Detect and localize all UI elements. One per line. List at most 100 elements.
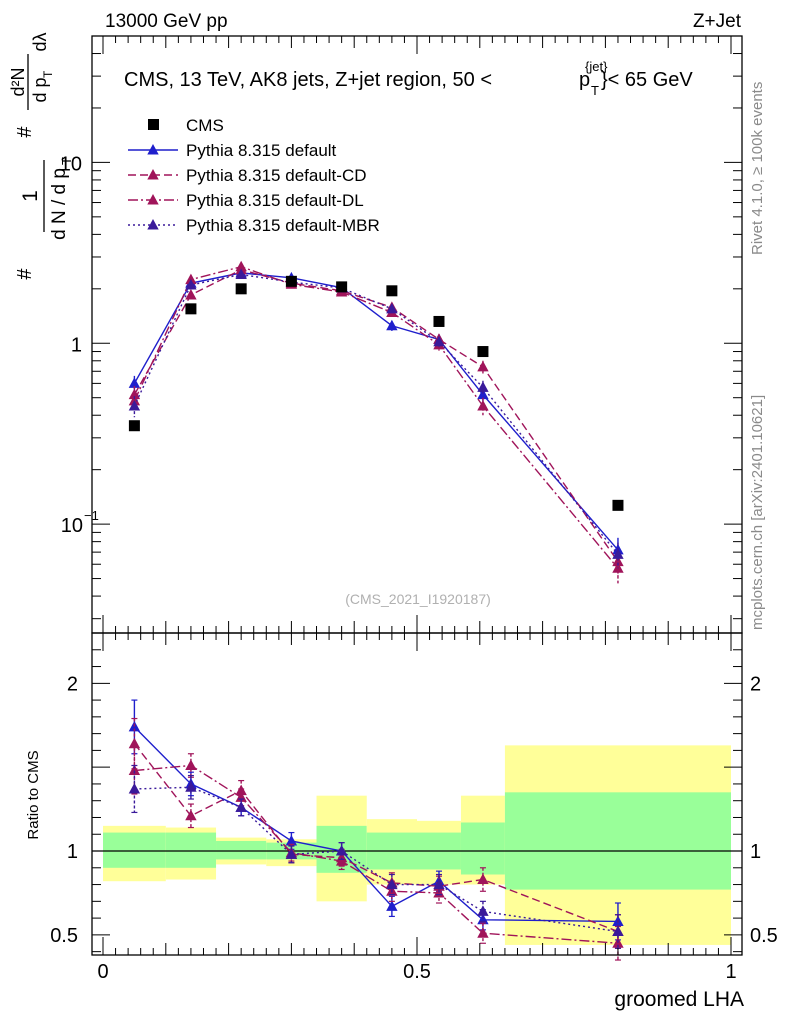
ratio-point — [285, 848, 298, 859]
legend-label: Pythia 8.315 default — [186, 141, 337, 160]
ratio-point — [335, 855, 348, 866]
green-band-bin — [103, 832, 166, 868]
ratio-point — [235, 801, 247, 812]
ylabel-dpt: d p — [30, 77, 50, 102]
x-tick-label: 0.5 — [403, 961, 431, 983]
legend-marker-data — [148, 119, 159, 130]
main-y-tick-label: 10 — [60, 153, 82, 175]
ratio-point — [185, 809, 197, 821]
ylabel-one: 1 — [19, 190, 42, 202]
data-point — [128, 420, 140, 432]
series-line — [133, 273, 619, 555]
series-point — [477, 388, 489, 400]
ratio-point — [128, 782, 141, 794]
series-point — [477, 381, 489, 392]
legend: CMS Pythia 8.315 default Pythia 8.315 defa… — [128, 116, 380, 235]
data-point — [386, 285, 398, 297]
ratio-point — [477, 873, 489, 885]
title-end: }< 65 GeV — [601, 69, 693, 91]
legend-label: Pythia 8.315 default-CD — [186, 166, 367, 185]
ratio-point — [185, 759, 197, 770]
data-point — [336, 281, 348, 293]
ratio-series-group — [128, 764, 624, 949]
series-point — [612, 548, 624, 559]
x-tick-label: 1 — [725, 961, 736, 983]
green-band-bin — [460, 822, 505, 875]
series-point — [386, 319, 398, 331]
data-point — [477, 346, 489, 358]
ratio-point — [612, 925, 624, 937]
series-point — [128, 399, 141, 411]
analysis-watermark: (CMS_2021_I1920187) — [345, 591, 491, 607]
series-point — [433, 335, 445, 347]
data-point — [285, 275, 297, 287]
series-line — [133, 268, 619, 563]
title-p: p — [579, 69, 590, 91]
series-point — [477, 360, 489, 372]
ylabel-dn: d N / d p — [49, 168, 70, 240]
ylabel-dlambda: dλ — [30, 32, 50, 51]
rivet-version-label: Rivet 4.1.0, ≥ 100k events — [749, 82, 766, 255]
series-line — [133, 265, 619, 569]
legend-label-data: CMS — [186, 116, 224, 135]
main-y-tick-exponent: −1 — [84, 508, 99, 523]
mcplots-reference-label: mcplots.cern.ch [arXiv:2401.10621] — [749, 395, 766, 630]
series-point — [185, 288, 197, 300]
legend-marker — [147, 144, 159, 155]
series-line — [133, 272, 619, 551]
legend-label: Pythia 8.315 default-DL — [186, 191, 364, 210]
data-point — [185, 303, 197, 315]
ratio-y-tick-label-right: 1 — [750, 841, 761, 863]
ratio-point — [433, 878, 445, 890]
main-y-tick-label: 1 — [71, 334, 82, 356]
x-axis-label: groomed LHA — [614, 988, 744, 1011]
ratio-y-tick-label-right: 2 — [750, 673, 761, 695]
data-point — [433, 315, 445, 327]
ratio-y-tick-label-left: 0.5 — [50, 925, 78, 947]
ratio-y-tick-label-left: 2 — [67, 673, 78, 695]
main-y-axis-label: # 1 d N / d p T # d²N d p T dλ — [8, 32, 74, 279]
series-point — [235, 260, 247, 272]
series-point — [386, 302, 398, 314]
plot-title: CMS, 13 TeV, AK8 jets, Z+jet region, 50 … — [124, 59, 693, 98]
series-point — [185, 273, 197, 285]
green-band-bin — [216, 840, 267, 860]
ylabel-hash-a: # — [14, 268, 36, 280]
ratio-point — [185, 781, 197, 792]
series-point — [612, 562, 624, 573]
ratio-point — [335, 845, 348, 856]
series-point — [235, 268, 247, 280]
ratio-point — [477, 905, 489, 916]
legend-marker — [147, 169, 159, 180]
ylabel-dn-sub: T — [59, 157, 74, 165]
main-panel-series — [128, 260, 624, 584]
series-point — [477, 399, 489, 411]
series-group — [128, 263, 624, 576]
data-point — [612, 499, 624, 511]
title-superscript: {jet} — [585, 59, 608, 74]
ratio-point — [128, 737, 141, 749]
ratio-y-tick-label-right: 0.5 — [750, 925, 778, 947]
ylabel-d2n: d²N — [8, 67, 28, 96]
main-y-tick-label: 10 — [61, 515, 83, 537]
series-group — [128, 266, 624, 565]
ratio-point — [386, 878, 398, 890]
data-point — [235, 283, 247, 295]
ratio-point — [477, 927, 489, 938]
title-subscript: T — [591, 83, 599, 98]
ratio-panel-series — [128, 699, 624, 961]
series-point — [128, 377, 141, 388]
x-tick-label: 0 — [97, 961, 108, 983]
channel-label: Z+Jet — [693, 11, 742, 32]
green-band-bin — [504, 792, 731, 890]
legend-marker — [147, 194, 159, 205]
legend-label: Pythia 8.315 default-MBR — [186, 216, 380, 235]
green-band-bin — [165, 832, 217, 868]
title-main: CMS, 13 TeV, AK8 jets, Z+jet region, 50 … — [124, 69, 492, 91]
ratio-point — [128, 764, 141, 776]
ratio-series-line — [134, 786, 619, 933]
ratio-point — [386, 900, 398, 911]
process-label: 13000 GeV pp — [105, 11, 228, 32]
